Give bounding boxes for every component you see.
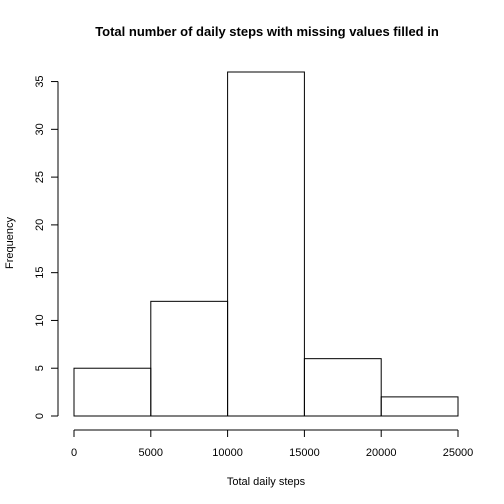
y-tick-label: 15 <box>34 267 46 279</box>
x-tick-label: 0 <box>71 447 77 459</box>
y-tick-label: 20 <box>34 219 46 231</box>
x-tick-label: 15000 <box>289 447 320 459</box>
y-axis-label: Frequency <box>4 217 16 269</box>
x-tick-label: 25000 <box>443 447 474 459</box>
bars-group <box>73 71 459 417</box>
y-axis: 0 5 10 15 20 25 30 35 <box>34 75 59 419</box>
x-tick-label: 10000 <box>212 447 243 459</box>
y-tick-label: 10 <box>34 314 46 326</box>
y-tick-label: 25 <box>34 171 46 183</box>
y-tick-label: 30 <box>34 123 46 135</box>
x-tick-label: 20000 <box>366 447 397 459</box>
chart-title: Total number of daily steps with missing… <box>95 24 439 39</box>
histogram-bar-1 <box>150 300 229 417</box>
histogram-bar-3 <box>303 358 382 417</box>
histogram-bar-2 <box>227 71 305 417</box>
y-tick-label: 35 <box>34 75 46 87</box>
histogram-bar-0 <box>73 367 152 417</box>
y-tick-label: 0 <box>34 413 46 419</box>
histogram-bar-4 <box>380 396 459 417</box>
x-tick-label: 5000 <box>139 447 163 459</box>
y-tick-label: 5 <box>34 365 46 371</box>
x-axis: 0 5000 10000 15000 20000 25000 <box>71 429 474 459</box>
x-axis-label: Total daily steps <box>227 476 306 488</box>
